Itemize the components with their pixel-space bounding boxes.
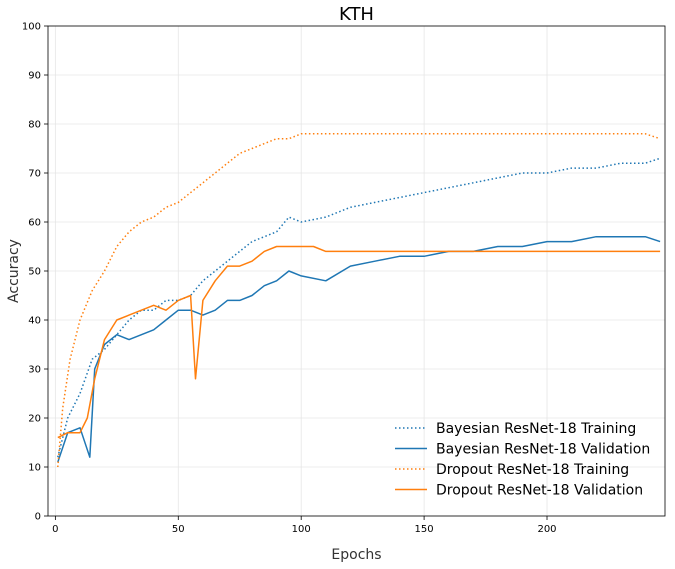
y-tick-label: 20	[28, 414, 41, 425]
legend-entry: Dropout ResNet-18 Validation	[436, 483, 643, 499]
legend: Bayesian ResNet-18 Training Bayesian ResN…	[395, 421, 650, 499]
y-tick-label: 10	[28, 463, 41, 474]
x-tick-label: 50	[172, 524, 185, 535]
legend-entry: Bayesian ResNet-18 Validation	[436, 442, 650, 458]
legend-entry: Dropout ResNet-18 Training	[436, 462, 629, 478]
y-tick-label: 60	[28, 218, 41, 229]
series-group	[57, 133, 661, 468]
series-line-3	[57, 133, 661, 468]
series-line-1	[57, 157, 661, 458]
y-tick-label: 90	[28, 71, 41, 82]
series-line-4	[57, 245, 661, 439]
y-axis-title: Accuracy	[6, 239, 22, 303]
y-tick-label: 0	[35, 512, 41, 523]
y-tick-label: 30	[28, 365, 41, 376]
y-tick-label: 100	[22, 22, 41, 33]
y-tick-label: 40	[28, 316, 41, 327]
y-tick-label: 80	[28, 120, 41, 131]
x-tick-label: 0	[52, 524, 58, 535]
y-tick-label: 50	[28, 267, 41, 278]
y-tick-label: 70	[28, 169, 41, 180]
x-axis-title: Epochs	[331, 547, 381, 563]
chart-title: KTH	[339, 4, 374, 25]
legend-entry: Bayesian ResNet-18 Training	[436, 421, 636, 437]
x-tick-label: 150	[415, 524, 434, 535]
series-line-2	[57, 235, 661, 463]
x-tick-label: 100	[292, 524, 311, 535]
ticks: 0 10 20 30 40 50 60 70 80 90 100 0 50 100 150 200	[22, 22, 557, 536]
x-tick-label: 200	[537, 524, 556, 535]
